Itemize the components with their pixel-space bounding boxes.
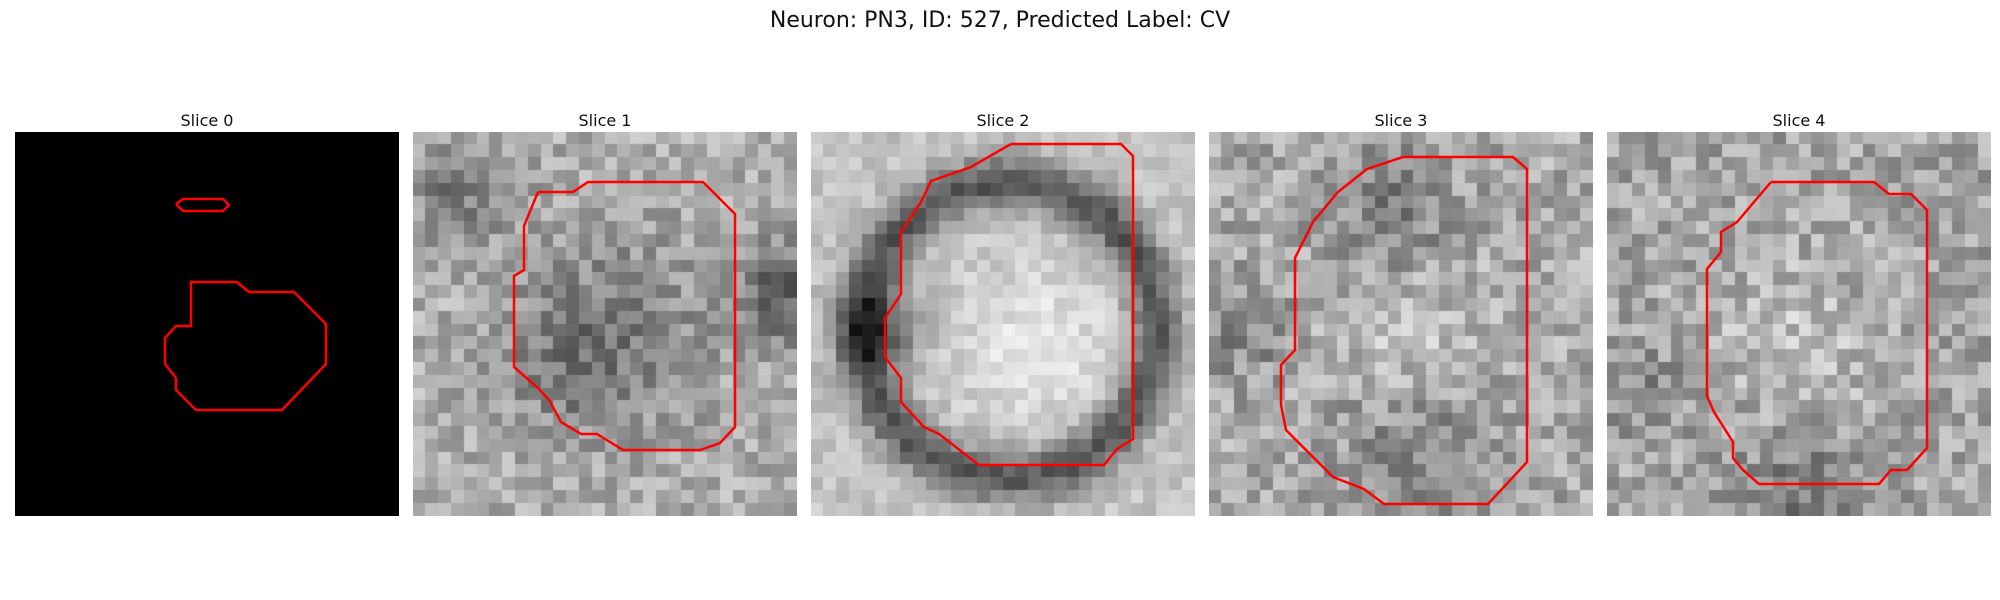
slice-pixels: [811, 132, 1195, 516]
slice-image: [413, 132, 797, 516]
slice-pixels: [1209, 132, 1593, 516]
figure-title: Neuron: PN3, ID: 527, Predicted Label: C…: [769, 8, 1231, 33]
contour-outline: [512, 180, 737, 452]
slice-image: [15, 132, 399, 516]
slice-panel-0: Slice 0: [15, 110, 399, 516]
contour-overlay: [1705, 180, 1929, 486]
slice-panel-3: Slice 3: [1209, 110, 1593, 516]
slice-image: [1209, 132, 1593, 516]
contour-overlay: [163, 197, 328, 412]
contour-outline: [175, 197, 231, 213]
contour-overlay: [883, 142, 1135, 467]
slice-panel-4: Slice 4: [1607, 110, 1991, 516]
slice-pixels: [413, 132, 797, 516]
slice-image: [811, 132, 1195, 516]
slice-title: Slice 1: [578, 111, 632, 130]
contour-outline: [1705, 180, 1929, 486]
slice-title: Slice 2: [976, 111, 1030, 130]
contour-outline: [163, 280, 328, 412]
slice-title: Slice 4: [1772, 111, 1826, 130]
contour-outline: [883, 142, 1135, 467]
slice-title: Slice 3: [1374, 111, 1428, 130]
contour-outline: [1279, 155, 1529, 506]
contour-overlay: [1279, 155, 1529, 506]
slice-image: [1607, 132, 1991, 516]
contour-overlay: [512, 180, 737, 452]
slice-title: Slice 0: [180, 111, 234, 130]
slice-panel-2: Slice 2: [811, 110, 1195, 516]
slice-panel-1: Slice 1: [413, 110, 797, 516]
slice-pixels: [15, 132, 399, 516]
